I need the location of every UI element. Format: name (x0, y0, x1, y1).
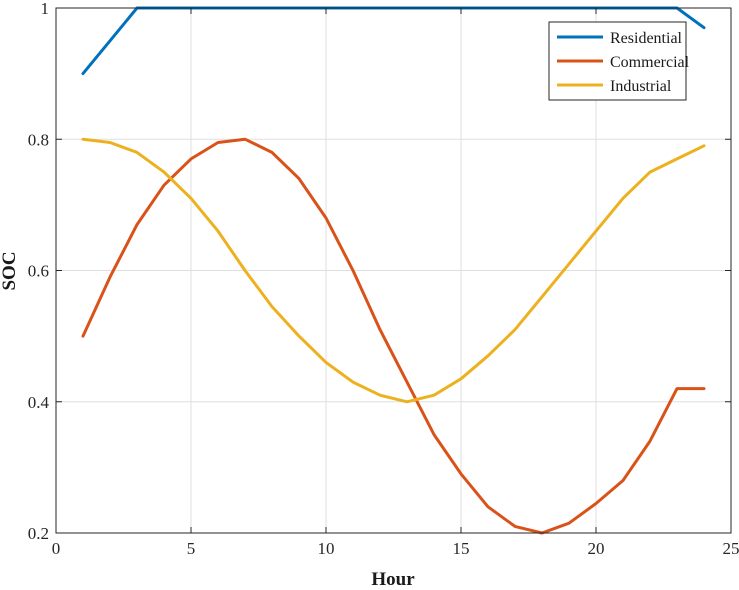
y-axis-label: SOC (0, 251, 20, 290)
y-tick-label: 0.4 (28, 393, 50, 412)
legend-label-industrial: Industrial (610, 78, 672, 95)
x-tick-label: 20 (588, 539, 605, 558)
x-tick-label: 5 (187, 539, 196, 558)
series-line-commercial (81, 137, 706, 535)
legend-label-residential: Residential (610, 30, 683, 47)
x-tick-label: 0 (52, 539, 61, 558)
x-axis-label: Hour (371, 569, 415, 590)
legend: Residential Commercial Industrial (548, 21, 690, 101)
series-line-industrial (81, 137, 706, 404)
ticks: 0 5 10 15 20 25 0.2 0.4 0.6 0.8 1 (28, 0, 739, 558)
y-tick-label: 0.8 (28, 130, 49, 149)
y-tick-label: 0.2 (28, 524, 49, 543)
y-tick-label: 1 (41, 0, 50, 18)
y-tick-label: 0.6 (28, 262, 49, 281)
x-tick-label: 10 (318, 539, 335, 558)
x-tick-label: 25 (723, 539, 739, 558)
legend-label-commercial: Commercial (610, 54, 690, 71)
x-tick-label: 15 (453, 539, 470, 558)
